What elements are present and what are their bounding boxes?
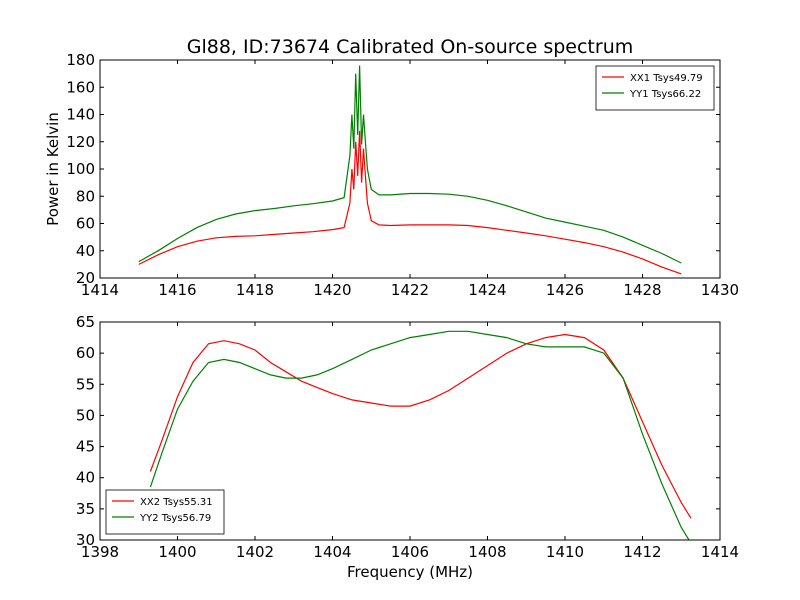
y-tick-label: 35: [76, 500, 95, 518]
series-line-2: [138, 65, 682, 264]
x-axis-label: Frequency (MHz): [347, 563, 473, 581]
y-tick-label: 180: [66, 51, 95, 69]
y-tick-label: 55: [76, 375, 95, 393]
x-tick-label: 1402: [236, 543, 274, 561]
series-line-1: [149, 333, 692, 519]
y-tick-label: 20: [76, 269, 95, 287]
y-tick-label: 120: [66, 133, 95, 151]
chart-title: Gl88, ID:73674 Calibrated On-source spec…: [187, 36, 634, 58]
x-tick-label: 1430: [701, 281, 739, 299]
x-tick-label: 1404: [313, 543, 351, 561]
y-tick-label: 60: [76, 344, 95, 362]
y-axis-label: Power in Kelvin: [44, 112, 62, 226]
legend: XX2 Tsys55.31 YY2 Tsys56.79: [105, 489, 225, 535]
x-tick-label: 1400: [158, 543, 196, 561]
x-tick-label: 1426: [546, 281, 584, 299]
legend-label: XX1 Tsys49.79: [630, 73, 703, 84]
x-tick-label: 1418: [236, 281, 274, 299]
chart-panel-1: 1414 1416 1418 1420 1422 1424 1426 1428 1430 20 40…: [44, 36, 739, 299]
x-tick-label: 1422: [391, 281, 429, 299]
series-line-1: [138, 130, 682, 275]
x-tick-label: 1416: [158, 281, 196, 299]
x-tick-label: 1406: [391, 543, 429, 561]
x-tick-label: 1412: [623, 543, 661, 561]
x-tick-label: 1414: [701, 543, 739, 561]
legend-label: YY1 Tsys66.22: [629, 89, 701, 100]
x-tick-label: 1410: [546, 543, 584, 561]
y-tick-label: 40: [76, 242, 95, 260]
x-tick-label: 1414: [81, 281, 119, 299]
x-tick-label: 1408: [468, 543, 506, 561]
x-tick-label: 1398: [81, 543, 119, 561]
x-tick-label: 1420: [313, 281, 351, 299]
x-tick-label: 1424: [468, 281, 506, 299]
y-tick-label: 30: [76, 531, 95, 549]
y-tick-label: 80: [76, 187, 95, 205]
legend-box: [595, 65, 715, 111]
y-tick-label: 50: [76, 406, 95, 424]
chart-panel-2: 1398 1400 1402 1404 1406 1408 1410 1412 1414 30 35…: [76, 313, 739, 581]
legend-box: [105, 489, 225, 535]
legend: XX1 Tsys49.79 YY1 Tsys66.22: [595, 65, 715, 111]
y-tick-label: 45: [76, 438, 95, 456]
y-tick-label: 65: [76, 313, 95, 331]
legend-label: YY2 Tsys56.79: [139, 513, 211, 524]
x-tick-label: 1428: [623, 281, 661, 299]
y-tick-label: 60: [76, 215, 95, 233]
series-line-2: [149, 330, 690, 540]
y-tick-label: 160: [66, 78, 95, 96]
y-tick-label: 100: [66, 160, 95, 178]
y-tick-label: 140: [66, 106, 95, 124]
legend-label: XX2 Tsys55.31: [140, 497, 213, 508]
y-tick-label: 40: [76, 469, 95, 487]
